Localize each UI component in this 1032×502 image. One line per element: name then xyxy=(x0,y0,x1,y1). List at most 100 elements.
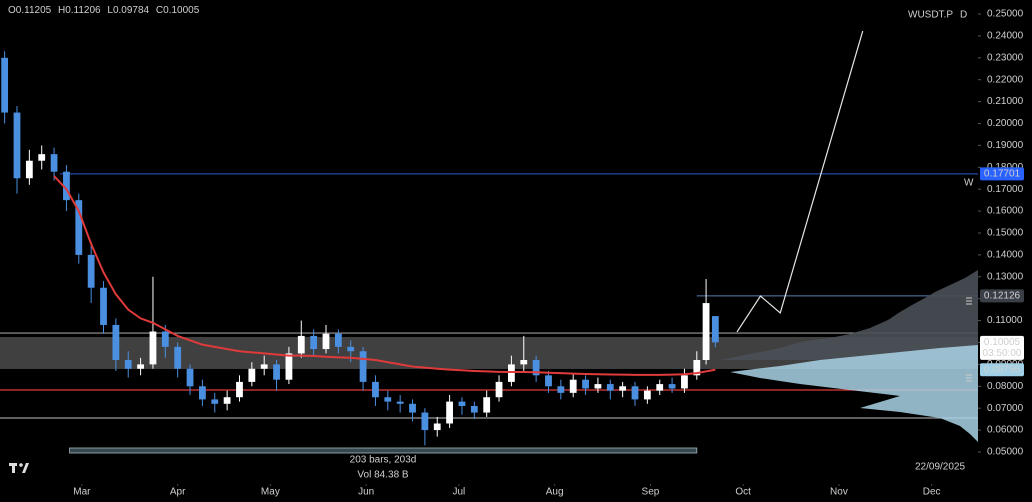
candle xyxy=(643,386,651,404)
price-label-box xyxy=(980,289,1024,303)
y-tick-label: 0.22000 xyxy=(987,74,1024,85)
candle-body xyxy=(631,386,639,400)
moving-average xyxy=(53,175,716,376)
candle xyxy=(334,329,342,354)
candle xyxy=(211,392,219,413)
candle-body xyxy=(569,379,577,393)
volume-profile-upper xyxy=(720,270,978,360)
candle xyxy=(310,329,318,356)
candle-body xyxy=(545,375,552,387)
candle-body xyxy=(433,423,441,431)
candle xyxy=(186,364,194,396)
candle-body xyxy=(470,405,478,413)
y-tick-label: 0.20000 xyxy=(987,118,1024,129)
candle-body xyxy=(520,360,528,365)
candle xyxy=(372,375,379,406)
x-tick-label: Dec xyxy=(923,487,941,498)
candle-body xyxy=(75,200,83,255)
candle-body xyxy=(38,154,46,161)
ohlc-key: L xyxy=(107,5,113,16)
candle-body xyxy=(702,303,710,360)
candle xyxy=(545,370,552,393)
candle xyxy=(285,346,293,385)
candle-body xyxy=(211,399,219,404)
range-label: 203 bars, 203d xyxy=(350,455,417,466)
candle-body xyxy=(446,401,454,424)
y-tick-label: 0.08000 xyxy=(987,381,1024,392)
ohlc-header: O0.11205 H0.11206 L0.09784 C0.10005 xyxy=(8,5,200,16)
price-label: 0.17701 xyxy=(984,168,1021,179)
candle xyxy=(446,395,454,428)
candle xyxy=(520,335,528,371)
candle xyxy=(421,408,429,446)
candle-body xyxy=(372,381,379,398)
x-tick-label: Mar xyxy=(73,487,91,498)
candle-body xyxy=(458,401,466,406)
candle xyxy=(396,395,404,413)
candle-body xyxy=(668,384,676,389)
candle-body xyxy=(124,360,132,369)
x-tick-label: Sep xyxy=(642,487,660,498)
candle xyxy=(297,320,305,358)
candle xyxy=(557,379,565,400)
candle xyxy=(470,401,478,420)
x-tick-label: Aug xyxy=(546,487,564,498)
price-label: 0.12126 xyxy=(984,291,1021,302)
x-tick-label: Oct xyxy=(735,487,751,498)
candle xyxy=(656,379,664,396)
candle xyxy=(458,397,466,415)
candle-body xyxy=(532,360,540,376)
candle-body xyxy=(13,112,21,179)
candle xyxy=(273,360,280,391)
candle-body xyxy=(643,390,651,400)
candle xyxy=(13,105,21,194)
candle-body xyxy=(483,397,491,413)
x-tick-label: Jul xyxy=(452,487,465,498)
range-measure xyxy=(69,447,698,454)
candle xyxy=(483,390,491,417)
y-tick-label: 0.07000 xyxy=(987,403,1024,414)
countdown: 03:50:00 xyxy=(983,348,1022,359)
candle xyxy=(693,351,701,380)
candle xyxy=(260,355,268,376)
candle xyxy=(112,318,120,371)
candle-body xyxy=(322,333,330,350)
candle xyxy=(174,342,182,378)
candle-body xyxy=(396,401,404,404)
logo[interactable] xyxy=(9,463,29,473)
candle-body xyxy=(656,384,664,391)
y-tick-label: 0.14000 xyxy=(987,250,1024,261)
candle-body xyxy=(248,368,256,382)
candle xyxy=(594,377,602,393)
candle-body xyxy=(174,346,182,369)
candle xyxy=(38,145,46,170)
x-tick-label: Apr xyxy=(170,487,186,498)
candle xyxy=(668,377,676,393)
candle xyxy=(1,51,9,124)
candle-body xyxy=(236,381,243,398)
candle-body xyxy=(1,57,9,113)
candle xyxy=(384,390,392,411)
candle-body xyxy=(273,364,280,380)
projection-line xyxy=(736,30,864,333)
candle-body xyxy=(711,316,719,343)
candle-body xyxy=(347,346,355,352)
candle-body xyxy=(285,353,293,380)
candle-body xyxy=(508,364,515,382)
y-tick-label: 0.19000 xyxy=(987,140,1024,151)
x-tick-label: May xyxy=(261,487,280,498)
candle-body xyxy=(149,331,157,365)
candle-body xyxy=(334,333,342,347)
price-note: W xyxy=(964,177,974,188)
date-label: 22/09/2025 xyxy=(915,462,965,473)
price-label-box xyxy=(980,167,1024,181)
candle xyxy=(681,368,688,393)
candle-body xyxy=(582,379,589,389)
y-tick-label: 0.16000 xyxy=(987,206,1024,217)
interval[interactable]: D xyxy=(960,10,967,21)
candle xyxy=(508,355,515,387)
candle-body xyxy=(161,331,169,347)
candle-body xyxy=(409,403,416,413)
